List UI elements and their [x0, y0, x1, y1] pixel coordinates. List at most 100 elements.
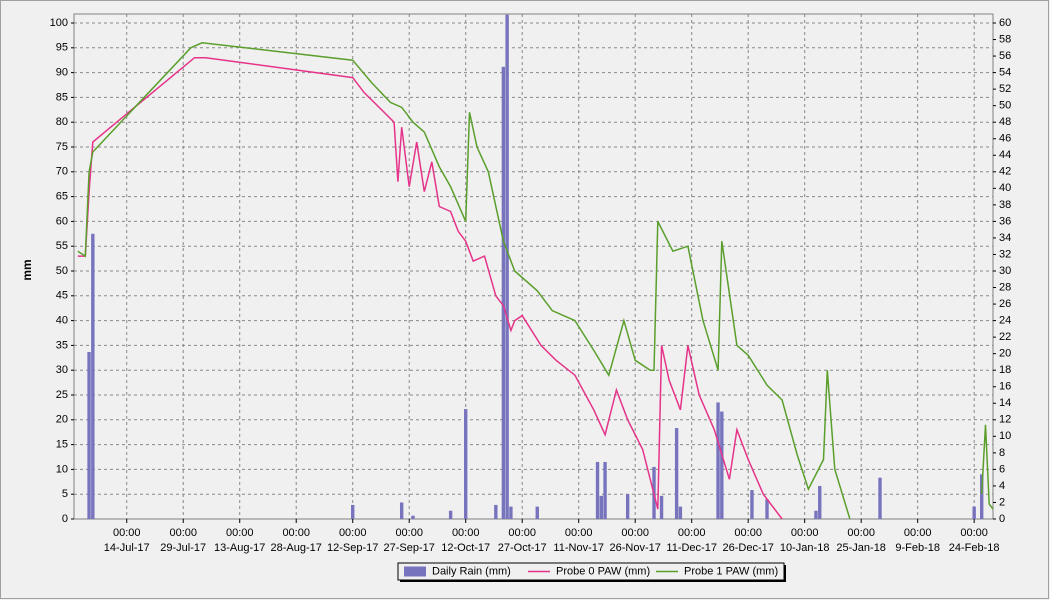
- y-tick-label: 100: [50, 17, 68, 29]
- y2-tick-label: 50: [999, 100, 1011, 112]
- y2-tick-label: 32: [999, 248, 1011, 260]
- bar: [505, 14, 509, 519]
- y-tick-label: 90: [56, 67, 68, 79]
- y-tick-label: 45: [56, 290, 68, 302]
- y2-tick-label: 56: [999, 50, 1011, 62]
- bar: [599, 495, 603, 519]
- y-tick-label: 20: [56, 414, 68, 426]
- y2-tick-label: 40: [999, 182, 1011, 194]
- y2-tick-label: 48: [999, 116, 1011, 128]
- y-axis-label: mm: [20, 259, 34, 280]
- bar: [87, 352, 91, 519]
- bar: [674, 428, 679, 519]
- y-tick-label: 95: [56, 42, 68, 54]
- y-tick-label: 50: [56, 265, 68, 277]
- x-tick-time: 00:00: [226, 527, 254, 539]
- bar: [765, 499, 769, 519]
- legend-swatch: [404, 566, 426, 577]
- bar: [448, 510, 453, 519]
- bar: [818, 485, 822, 519]
- bar: [720, 411, 724, 519]
- y2-tick-label: 44: [999, 149, 1011, 161]
- x-tick-time: 00:00: [734, 527, 762, 539]
- y2-tick-label: 34: [999, 232, 1011, 244]
- x-tick-label: 25-Jan-18: [836, 542, 886, 554]
- bar: [91, 233, 95, 520]
- bar: [678, 506, 683, 519]
- bar: [980, 474, 984, 519]
- y-tick-label: 80: [56, 116, 68, 128]
- x-tick-label: 26-Nov-17: [610, 542, 661, 554]
- x-tick-label: 28-Aug-17: [271, 542, 322, 554]
- y-tick-label: 60: [56, 215, 68, 227]
- bar: [659, 495, 664, 519]
- y2-tick-label: 60: [999, 17, 1011, 29]
- bar: [814, 510, 818, 519]
- y-tick-label: 15: [56, 439, 68, 451]
- y-tick-label: 70: [56, 166, 68, 178]
- bar: [351, 504, 355, 519]
- y2-tick-label: 22: [999, 331, 1011, 343]
- x-tick-time: 00:00: [508, 527, 536, 539]
- y2-tick-label: 42: [999, 166, 1011, 178]
- x-tick-time: 00:00: [621, 527, 649, 539]
- y2-tick-label: 30: [999, 265, 1011, 277]
- bar: [494, 504, 498, 519]
- bar: [878, 477, 882, 519]
- y2-tick-label: 38: [999, 199, 1011, 211]
- x-tick-label: 11-Dec-17: [666, 542, 717, 554]
- line: [77, 42, 994, 520]
- legend-label: Probe 0 PAW (mm): [556, 565, 650, 577]
- x-tick-time: 00:00: [339, 527, 367, 539]
- legend: [397, 562, 785, 581]
- y2-tick-label: 12: [999, 414, 1011, 426]
- x-tick-time: 00:00: [169, 527, 197, 539]
- y2-tick-label: 14: [999, 397, 1011, 409]
- x-tick-label: 14-Jul-17: [104, 542, 150, 554]
- x-tick-time: 00:00: [395, 527, 423, 539]
- x-tick-label: 27-Oct-17: [498, 542, 547, 554]
- y-tick-label: 75: [56, 141, 68, 153]
- bar: [625, 494, 630, 519]
- y2-tick-label: 10: [999, 430, 1011, 442]
- y2-tick-label: 6: [999, 463, 1005, 475]
- bar: [411, 515, 415, 519]
- x-tick-label: 27-Sep-17: [384, 542, 435, 554]
- x-tick-time: 00:00: [452, 527, 480, 539]
- x-tick-label: 12-Sep-17: [327, 542, 378, 554]
- y2-tick-label: 54: [999, 67, 1011, 79]
- y2-tick-label: 4: [999, 480, 1005, 492]
- x-tick-label: 26-Dec-17: [723, 542, 774, 554]
- x-tick-time: 00:00: [791, 527, 819, 539]
- y-tick-label: 0: [62, 513, 68, 525]
- x-tick-label: 10-Jan-18: [780, 542, 830, 554]
- y-tick-label: 65: [56, 191, 68, 203]
- plot-area: [73, 13, 994, 520]
- bar: [972, 506, 976, 519]
- x-tick-time: 00:00: [904, 527, 932, 539]
- x-tick-label: 13-Aug-17: [214, 542, 265, 554]
- y-tick-label: 10: [56, 463, 68, 475]
- legend-label: Probe 1 PAW (mm): [684, 565, 778, 577]
- x-tick-time: 00:00: [678, 527, 706, 539]
- y-tick-label: 85: [56, 91, 68, 103]
- y2-tick-label: 36: [999, 215, 1011, 227]
- bar: [464, 409, 468, 519]
- x-tick-time: 00:00: [847, 527, 875, 539]
- y2-tick-label: 26: [999, 298, 1011, 310]
- line: [77, 56, 783, 520]
- bar: [509, 506, 513, 519]
- x-tick-time: 00:00: [113, 527, 141, 539]
- x-tick-label: 29-Jul-17: [160, 542, 206, 554]
- y2-tick-label: 52: [999, 83, 1011, 95]
- bar: [535, 506, 539, 519]
- y2-tick-label: 20: [999, 348, 1011, 360]
- y2-tick-label: 18: [999, 364, 1011, 376]
- x-tick-time: 00:00: [282, 527, 310, 539]
- bar: [603, 461, 607, 519]
- bar: [595, 461, 600, 519]
- y-tick-label: 5: [62, 488, 68, 500]
- y2-tick-label: 58: [999, 33, 1011, 45]
